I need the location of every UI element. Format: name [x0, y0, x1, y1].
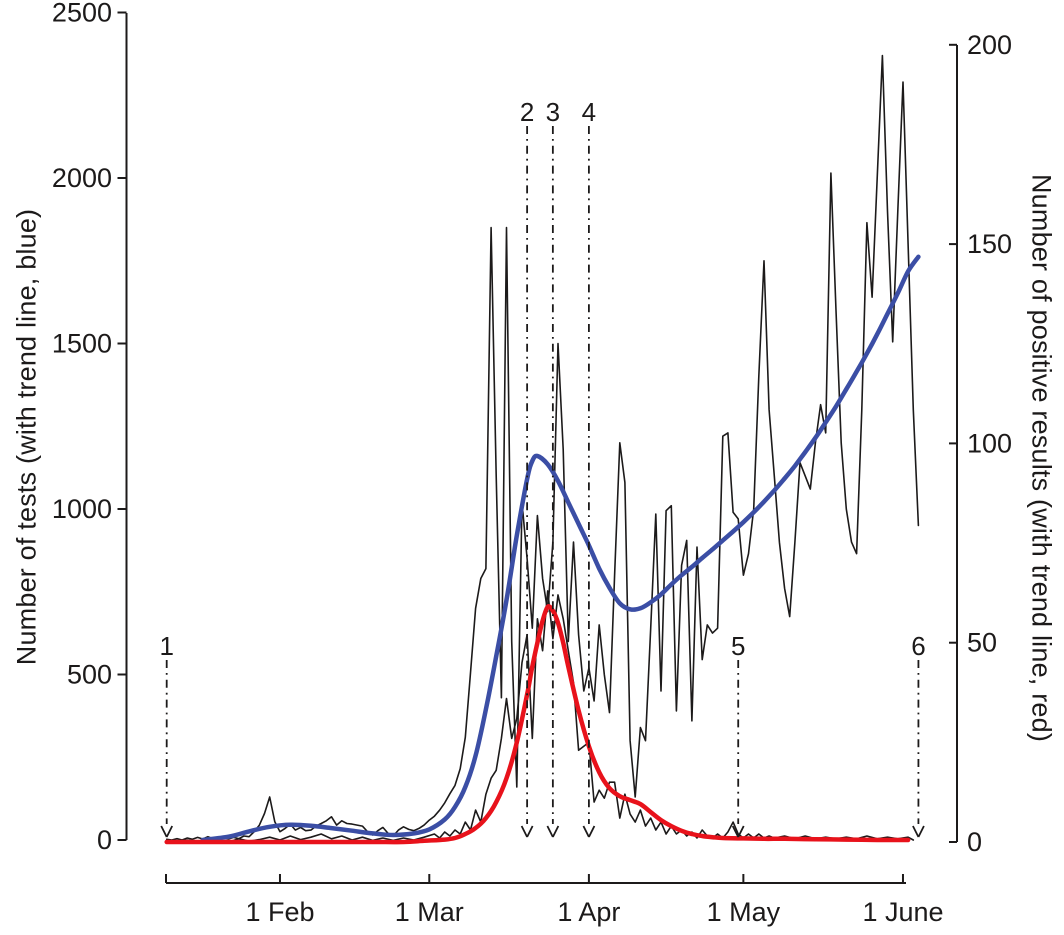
x-axis-tick-label: 1 June	[862, 897, 943, 927]
event-arrowhead-6	[917, 825, 925, 838]
event-label-2: 2	[520, 97, 534, 127]
event-arrowhead-4	[588, 825, 596, 838]
event-arrowhead-6	[912, 825, 920, 838]
event-label-3: 3	[546, 97, 560, 127]
left-axis-title: Number of tests (with trend line, blue)	[11, 208, 42, 666]
right-axis-tick-label: 200	[967, 30, 1012, 60]
event-arrowhead-2	[520, 825, 528, 838]
event-arrowhead-2	[526, 825, 534, 838]
event-arrowhead-5	[731, 825, 740, 838]
event-label-1: 1	[159, 631, 173, 661]
event-arrowhead-1	[160, 825, 168, 838]
event-arrowhead-1	[165, 825, 174, 838]
right-axis-tick-label: 0	[967, 827, 982, 857]
event-label-6: 6	[911, 631, 925, 661]
left-axis-tick-label: 0	[97, 825, 112, 855]
right-axis-tick-label: 100	[967, 428, 1012, 458]
left-axis-tick-label: 2000	[52, 163, 112, 193]
right-axis-tick-label: 150	[967, 229, 1012, 259]
series-positive-results-trend-line	[164, 604, 911, 845]
event-arrowhead-3	[546, 825, 554, 838]
left-axis-tick-label: 500	[67, 660, 112, 690]
series-tests-trend-line	[200, 254, 921, 843]
right-axis-tick-label: 50	[967, 628, 997, 658]
event-label-4: 4	[582, 97, 596, 127]
x-axis-tick-label: 1 Apr	[557, 897, 620, 927]
event-label-5: 5	[731, 631, 745, 661]
x-axis-tick-label: 1 Feb	[245, 897, 314, 927]
event-arrowhead-4	[582, 825, 590, 838]
event-arrowhead-5	[737, 825, 745, 838]
right-axis-title: Number of positive results (with trend l…	[1026, 173, 1057, 743]
left-axis-tick-label: 1500	[52, 329, 112, 359]
event-arrowhead-3	[552, 825, 560, 838]
left-axis-tick-label: 1000	[52, 494, 112, 524]
left-axis-tick-label: 2500	[52, 0, 112, 28]
x-axis-tick-label: 1 Mar	[395, 897, 464, 927]
x-axis-tick-label: 1 May	[707, 897, 781, 927]
